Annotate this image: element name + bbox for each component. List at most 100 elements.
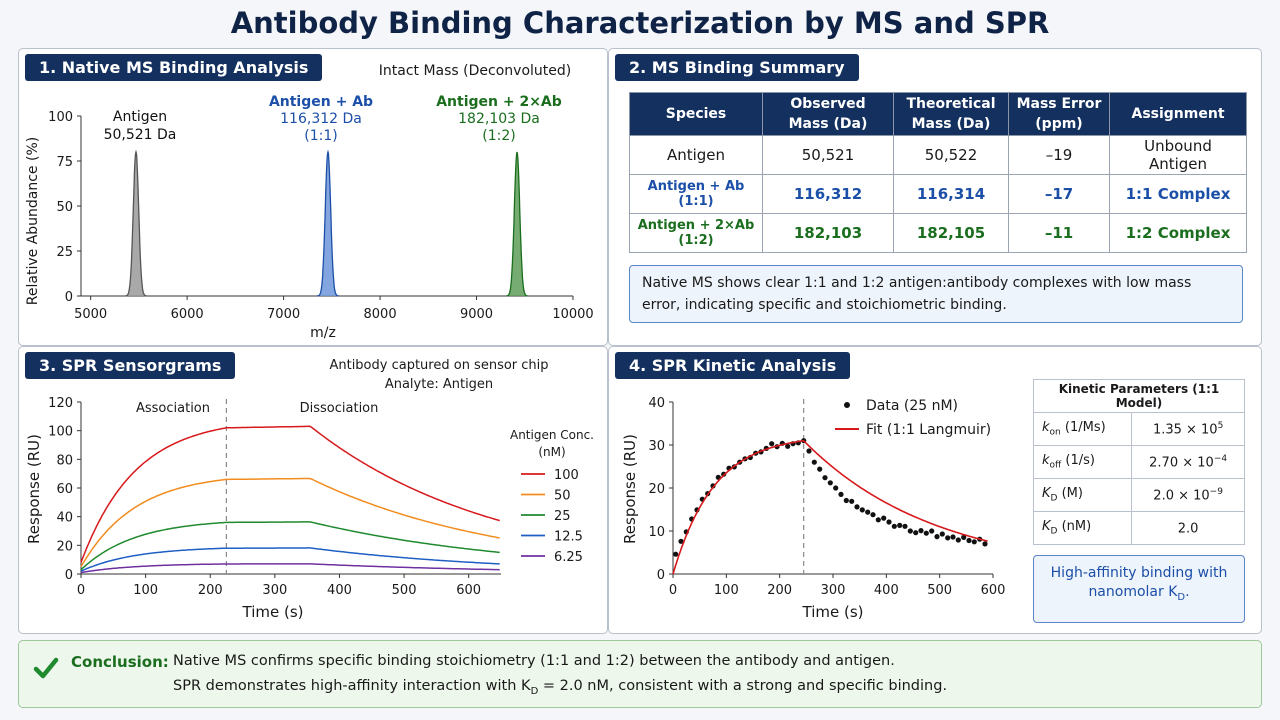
x-axis-label: Time (s) — [802, 603, 864, 621]
peak-ratio-complex-1-2: (1:2) — [482, 128, 515, 144]
x-tick-label: 500 — [392, 583, 417, 598]
x-tick-label: 7000 — [267, 307, 300, 322]
peak-line-3 — [506, 151, 529, 297]
data-point — [971, 539, 977, 545]
panel-title: 4. SPR Kinetic Analysis — [615, 352, 851, 379]
data-point — [806, 448, 812, 454]
sensorgram-line-25 — [80, 521, 500, 571]
legend-label: 100 — [554, 468, 579, 483]
data-point — [827, 480, 833, 486]
sensorgram-line-50 — [80, 477, 500, 568]
x-axis-label: m/z — [310, 325, 336, 341]
kinetic-parameters-table: Kinetic Parameters (1:1 Model) kon (1/Ms… — [1032, 379, 1245, 545]
data-point — [843, 497, 849, 504]
phase-label-association: Association — [136, 401, 210, 416]
data-point — [678, 538, 684, 544]
conclusion-line-1: Native MS confirms specific binding stoi… — [173, 653, 895, 669]
sensorgram-line-6-25 — [80, 563, 500, 574]
data-point — [811, 459, 817, 465]
data-point — [955, 537, 961, 543]
ms-summary-table: Species Observed Mass (Da) Theoretical M… — [629, 92, 1247, 253]
spr-sensorgram-chart: Antibody captured on sensor chip Analyte… — [25, 358, 594, 621]
data-point — [881, 515, 887, 521]
table-header: Theoretical Mass (Da) — [893, 92, 1009, 136]
table-header: Mass Error (ppm) — [1008, 92, 1110, 136]
data-point — [849, 498, 855, 504]
x-tick-label: 200 — [767, 583, 792, 598]
fit-line — [672, 439, 988, 575]
spr-kinetic-panel: 4. SPR Kinetic Analysis Response (RU) Ti… — [608, 346, 1262, 634]
data-point — [897, 522, 903, 528]
data-point — [817, 466, 823, 472]
data-point — [891, 523, 897, 529]
y-tick-label: 10 — [648, 525, 665, 540]
peak-name-complex-1-2: Antigen + 2×Ab — [436, 94, 562, 110]
data-point — [902, 523, 908, 529]
peak-mass-complex-1-2: 182,103 Da — [458, 111, 540, 127]
x-tick-label: 8000 — [364, 307, 397, 322]
legend-label: 25 — [554, 509, 571, 524]
data-point — [822, 475, 828, 481]
legend-label: 12.5 — [554, 530, 583, 545]
data-point — [961, 534, 967, 540]
chart-subtitle: Intact Mass (Deconvoluted) — [379, 63, 571, 79]
y-tick-label: 0 — [65, 290, 73, 305]
y-tick-label: 25 — [56, 245, 73, 260]
page-title: Antibody Binding Characterization by MS … — [230, 6, 1050, 40]
data-point — [950, 534, 956, 540]
data-point — [918, 528, 924, 534]
x-tick-label: 0 — [77, 583, 85, 598]
data-point — [966, 537, 972, 544]
conclusion-line-2: SPR demonstrates high-affinity interacti… — [173, 678, 948, 697]
data-point — [833, 485, 839, 491]
y-tick-label: 50 — [56, 200, 73, 215]
conclusion-box: Conclusion: Native MS confirms specific … — [18, 640, 1262, 708]
table-row: kon (1/Ms) 1.35 × 105 — [1032, 412, 1245, 446]
x-tick-label: 100 — [133, 583, 158, 598]
table-row: Antigen + Ab (1:1) 116,312 116,314 –17 1… — [629, 174, 1247, 214]
data-point — [870, 512, 876, 518]
x-tick-label: 9000 — [460, 307, 493, 322]
data-point — [886, 519, 892, 525]
data-point — [982, 541, 988, 547]
data-point — [934, 534, 940, 540]
panel-title: 3. SPR Sensorgrams — [25, 352, 236, 379]
data-point — [838, 491, 844, 497]
x-tick-label: 400 — [327, 583, 352, 598]
table-header: Species — [629, 92, 763, 136]
y-tick-label: 100 — [48, 110, 73, 125]
legend-label: 50 — [554, 489, 571, 504]
data-point — [929, 528, 935, 534]
legend-label-data: Data (25 nM) — [866, 398, 958, 414]
x-tick-label: 400 — [874, 583, 899, 598]
ms-summary-panel: 2. MS Binding Summary Species Observed M… — [608, 48, 1262, 346]
legend-title: (nM) — [538, 445, 565, 459]
data-point — [939, 531, 945, 537]
sensorgram-line-100 — [80, 425, 500, 563]
legend-data-marker — [844, 402, 850, 408]
legend-label: 6.25 — [554, 550, 583, 565]
data-point — [673, 551, 679, 557]
x-tick-label: 10000 — [552, 307, 593, 322]
data-point — [785, 443, 791, 449]
y-tick-label: 80 — [56, 453, 73, 468]
peak-name-antigen: Antigen — [113, 109, 167, 125]
data-point — [875, 517, 881, 523]
table-header: Assignment — [1109, 92, 1247, 136]
peak-name-complex-1-1: Antigen + Ab — [269, 94, 373, 110]
data-point — [945, 535, 951, 541]
native-ms-panel: 1. Native MS Binding Analysis Intact Mas… — [18, 48, 608, 346]
data-point — [907, 528, 913, 534]
peak-fill-2 — [317, 152, 339, 296]
x-tick-label: 500 — [927, 583, 952, 598]
data-point — [913, 530, 919, 536]
x-tick-label: 600 — [456, 583, 481, 598]
kinetic-note: High-affinity binding with nanomolar KD. — [1033, 555, 1245, 623]
x-tick-label: 0 — [669, 583, 677, 598]
peak-ratio-complex-1-1: (1:1) — [304, 128, 337, 144]
y-tick-label: 40 — [648, 396, 665, 411]
table-row: KD (M) 2.0 × 10−9 — [1032, 478, 1245, 512]
peak-mass-complex-1-1: 116,312 Da — [280, 111, 362, 127]
kp-header: Kinetic Parameters (1:1 Model) — [1033, 379, 1245, 413]
